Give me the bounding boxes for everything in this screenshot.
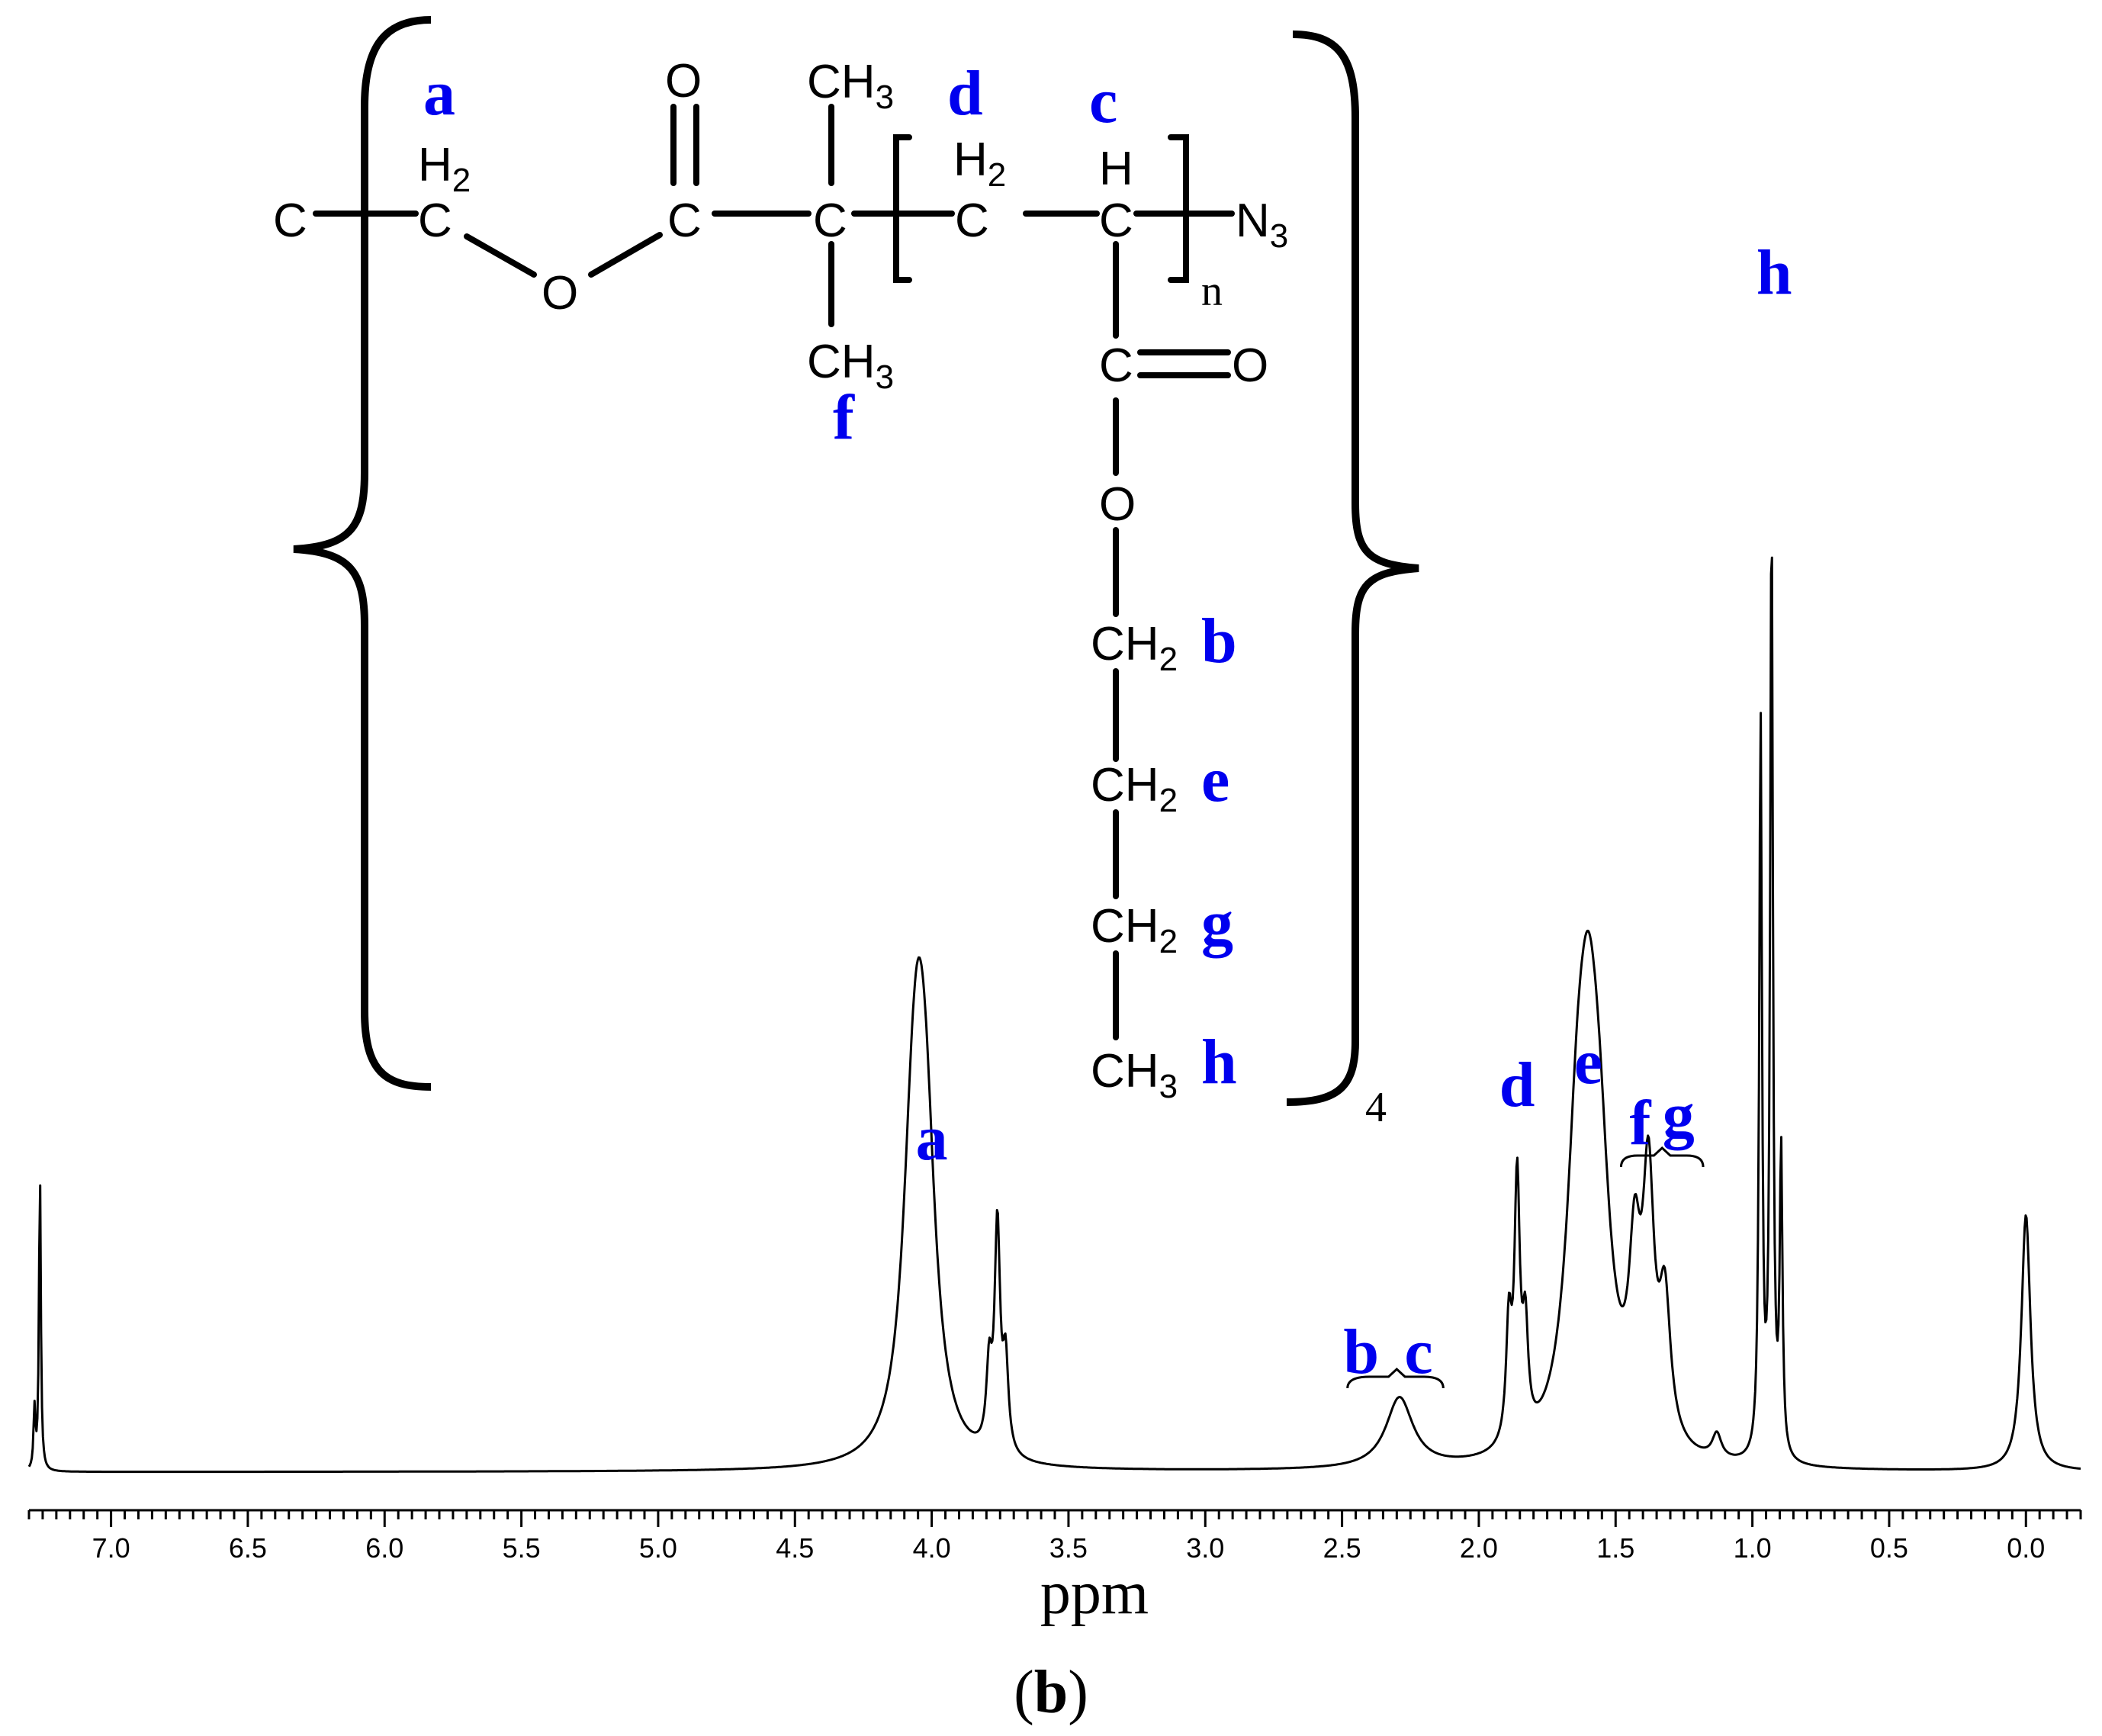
x-tick-label: 1.5 [1596, 1532, 1634, 1564]
atom-ch3-h: CH3 [1091, 1045, 1178, 1105]
x-tick-label: 6.5 [229, 1532, 267, 1564]
peak-label-d: d [1499, 1050, 1535, 1120]
atom-ch3-top: CH3 [807, 56, 894, 116]
chemical-structure: C C H2 O C O C CH3 CH3 C H2 C H N3 n C O… [273, 16, 1419, 1131]
left-curly-brace [293, 16, 432, 1091]
x-tick-label: 4.0 [913, 1532, 951, 1564]
nmr-spectrum: 7.0 6.5 6.0 5.5 5.0 4.5 4.0 3.5 3.0 2.5 2.0 1.5 1.0 0… [27, 237, 2082, 1627]
atom-c-carbonyl: C [667, 194, 702, 247]
repeat-n-subscript: n [1201, 268, 1223, 315]
structure-label-a: a [423, 58, 455, 129]
atom-o-side: O [1099, 478, 1136, 531]
atom-h-c: H [1099, 143, 1133, 195]
x-tick-label: 5.0 [639, 1532, 677, 1564]
atom-c-d: C [955, 194, 989, 247]
atom-o-side-dbl: O [1232, 339, 1268, 392]
structure-label-h: h [1201, 1027, 1237, 1098]
x-tick-label: 3.5 [1049, 1532, 1088, 1564]
atom-c-c: C [1099, 194, 1133, 247]
right-square-bracket [1168, 134, 1189, 283]
atom-o-ester: O [542, 267, 578, 320]
peak-label-e: e [1574, 1027, 1602, 1098]
atom-ch2-b: CH2 [1091, 618, 1178, 678]
structure-label-b: b [1201, 606, 1237, 677]
structure-label-d: d [947, 58, 983, 129]
x-tick-label: 2.0 [1460, 1532, 1498, 1564]
atom-o-carbonyl: O [665, 55, 702, 108]
x-axis-label: ppm [1040, 1560, 1149, 1627]
left-square-bracket [893, 134, 912, 283]
bond-ca-o [464, 233, 537, 278]
atom-h2-a: H2 [418, 139, 471, 199]
right-curly-brace [1286, 31, 1419, 1106]
atom-c-left: C [273, 194, 307, 247]
x-tick-label: 4.5 [776, 1532, 814, 1564]
structure-label-e: e [1201, 744, 1229, 815]
atom-h2-d: H2 [953, 133, 1006, 194]
atom-c-side: C [1099, 339, 1133, 392]
bond-o-carbonyl [588, 232, 663, 278]
repeat-count: 4 [1365, 1084, 1387, 1131]
atom-c-quat: C [813, 194, 847, 247]
bracket-bc [1346, 1367, 1445, 1389]
x-tick-label: 7.0 [92, 1532, 130, 1564]
x-tick-label: 0.5 [1870, 1532, 1908, 1564]
atom-n3: N3 [1236, 194, 1288, 255]
spectrum-trace [27, 556, 2081, 1474]
x-tick-label: 5.5 [503, 1532, 541, 1564]
x-tick-label: 3.0 [1186, 1532, 1224, 1564]
peak-labels: ab cd ef gh [916, 237, 1792, 1387]
peak-label-g: g [1663, 1080, 1695, 1151]
atom-ch3-bottom: CH3 [807, 336, 894, 396]
bracket-fg [1619, 1146, 1705, 1168]
peak-label-f: f [1630, 1088, 1652, 1159]
x-tick-label: 1.0 [1734, 1532, 1772, 1564]
x-tick-label: 2.5 [1323, 1532, 1361, 1564]
peak-label-h: h [1756, 237, 1792, 308]
atom-c-a: C [418, 194, 452, 247]
atom-ch2-e: CH2 [1091, 759, 1178, 819]
peak-label-a: a [916, 1103, 948, 1174]
x-axis-ticks: 7.0 6.5 6.0 5.5 5.0 4.5 4.0 3.5 3.0 2.5 2.0 1.5 1.0 0… [27, 1510, 2082, 1564]
structure-label-f: f [833, 382, 855, 453]
atom-ch2-g: CH2 [1091, 900, 1178, 960]
x-tick-label: 0.0 [2007, 1532, 2045, 1564]
structure-label-g: g [1201, 888, 1233, 959]
structure-label-c: c [1089, 66, 1117, 137]
x-tick-label: 6.0 [365, 1532, 403, 1564]
figure-caption: (b) [1014, 1659, 1088, 1726]
